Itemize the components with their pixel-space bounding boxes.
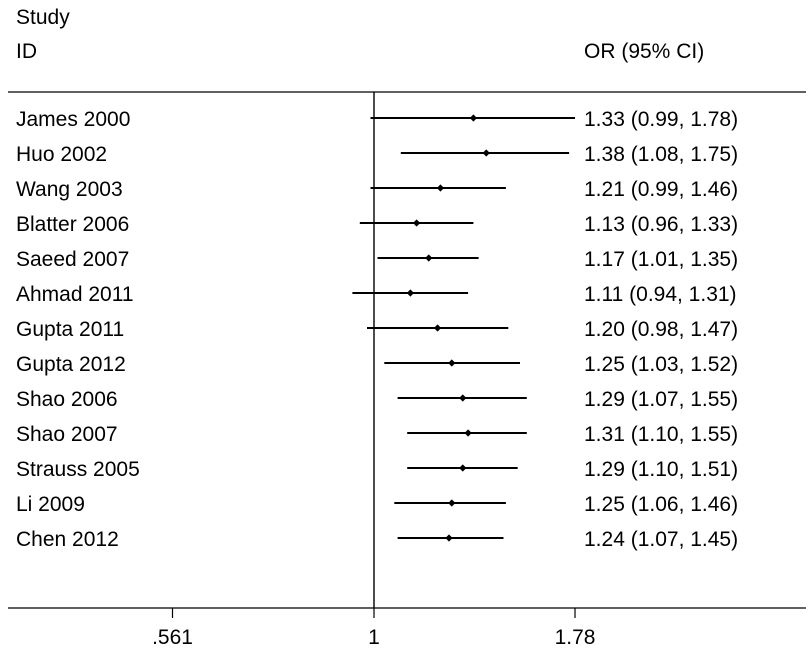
study-label: Huo 2002: [16, 143, 107, 166]
study-label: Gupta 2012: [16, 353, 126, 376]
study-label: Shao 2006: [16, 388, 118, 411]
estimate-label: 1.13 (0.96, 1.33): [584, 213, 738, 236]
estimate-label: 1.25 (1.03, 1.52): [584, 353, 738, 376]
x-axis-ticks: .561 1 1.78: [152, 608, 595, 649]
estimate-label: 1.21 (0.99, 1.46): [584, 178, 738, 201]
point-estimate: [425, 254, 433, 262]
point-estimate: [413, 219, 421, 227]
study-label: James 2000: [16, 108, 130, 131]
point-estimate: [464, 429, 472, 437]
point-estimate: [459, 394, 467, 402]
x-tick-label: 1.78: [555, 626, 596, 649]
point-estimate: [482, 149, 490, 157]
study-label: Li 2009: [16, 493, 85, 516]
point-estimate: [469, 114, 478, 122]
point-estimate: [433, 324, 442, 332]
x-tick-label: .561: [152, 626, 193, 649]
point-estimate: [406, 289, 414, 297]
point-estimate: [436, 184, 445, 192]
estimate-label: 1.25 (1.06, 1.46): [584, 493, 738, 516]
study-label: Wang 2003: [16, 178, 123, 201]
point-estimate: [459, 464, 467, 472]
point-estimate: [448, 499, 456, 507]
study-label: Ahmad 2011: [16, 283, 134, 306]
header-id: ID: [16, 40, 37, 63]
point-estimate: [445, 534, 453, 542]
estimate-label: 1.38 (1.08, 1.75): [584, 143, 738, 166]
study-rows: James 2000 1.33 (0.99, 1.78) Huo 2002 1.38 …: [16, 108, 738, 551]
study-label: Strauss 2005: [16, 458, 140, 481]
study-label: Shao 2007: [16, 423, 118, 446]
header-study: Study: [16, 6, 70, 29]
point-estimate: [448, 359, 456, 367]
estimate-label: 1.20 (0.98, 1.47): [584, 318, 738, 341]
study-label: Gupta 2011: [16, 318, 124, 341]
estimate-label: 1.29 (1.10, 1.51): [584, 458, 738, 481]
estimate-label: 1.17 (1.01, 1.35): [584, 248, 738, 271]
study-label: Saeed 2007: [16, 248, 129, 271]
estimate-label: 1.31 (1.10, 1.55): [584, 423, 738, 446]
estimate-label: 1.24 (1.07, 1.45): [584, 528, 738, 551]
study-label: Blatter 2006: [16, 213, 129, 236]
x-tick-label: 1: [368, 626, 380, 649]
estimate-label: 1.29 (1.07, 1.55): [584, 388, 738, 411]
study-label: Chen 2012: [16, 528, 119, 551]
estimate-label: 1.33 (0.99, 1.78): [584, 108, 738, 131]
header-or-ci: OR (95% CI): [584, 40, 704, 63]
estimate-label: 1.11 (0.94, 1.31): [584, 283, 737, 306]
